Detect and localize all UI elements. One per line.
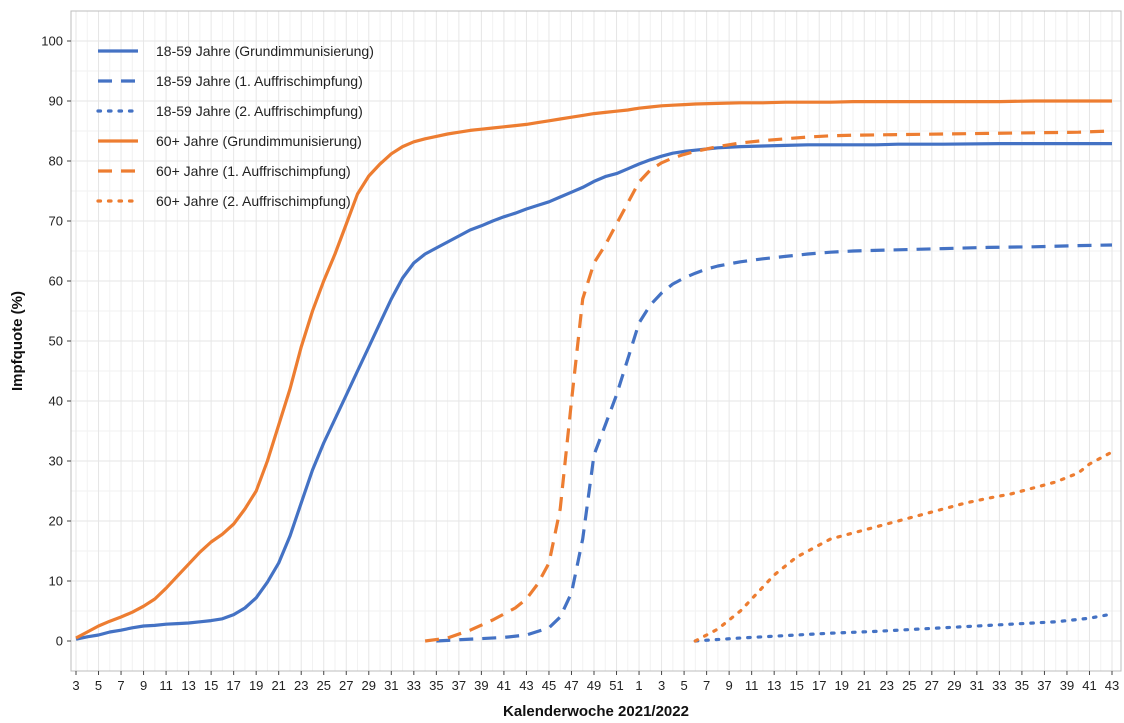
x-tick-label: 41 [1082, 678, 1096, 693]
x-tick-label: 19 [835, 678, 849, 693]
x-tick-label: 19 [249, 678, 263, 693]
x-tick-label: 33 [407, 678, 421, 693]
y-tick-label: 60 [49, 274, 63, 289]
x-tick-label: 29 [362, 678, 376, 693]
x-tick-label: 17 [226, 678, 240, 693]
x-tick-label: 35 [429, 678, 443, 693]
y-tick-label: 100 [41, 34, 63, 49]
x-tick-label: 7 [117, 678, 124, 693]
x-tick-label: 49 [587, 678, 601, 693]
x-tick-label: 39 [474, 678, 488, 693]
y-tick-label: 80 [49, 154, 63, 169]
legend-label: 60+ Jahre (1. Auffrischimpfung) [156, 163, 351, 179]
x-tick-label: 23 [880, 678, 894, 693]
x-tick-label: 37 [452, 678, 466, 693]
x-tick-label: 15 [204, 678, 218, 693]
x-tick-label: 35 [1015, 678, 1029, 693]
x-tick-label: 29 [947, 678, 961, 693]
x-tick-label: 11 [159, 678, 173, 693]
x-tick-label: 45 [542, 678, 556, 693]
x-tick-label: 3 [658, 678, 665, 693]
x-tick-label: 33 [992, 678, 1006, 693]
x-tick-label: 17 [812, 678, 826, 693]
x-tick-label: 21 [857, 678, 871, 693]
x-tick-label: 5 [680, 678, 687, 693]
x-tick-label: 9 [726, 678, 733, 693]
series-line-2 [436, 243, 1113, 643]
legend-label: 18-59 Jahre (Grundimmunisierung) [156, 43, 374, 59]
x-tick-label: 27 [925, 678, 939, 693]
x-tick-label: 15 [789, 678, 803, 693]
legend-label: 60+ Jahre (Grundimmunisierung) [156, 133, 362, 149]
y-tick-label: 90 [49, 94, 63, 109]
y-tick-label: 70 [49, 214, 63, 229]
x-axis: 3 5 7 9 11 13 15 17 19 21 23 25 27 29 31 33 35 37 39 41 43 45… [72, 671, 1119, 693]
y-tick-label: 0 [56, 634, 63, 649]
x-tick-label: 21 [271, 678, 285, 693]
x-tick-label: 43 [1105, 678, 1119, 693]
series-layer [75, 99, 1114, 643]
x-tick-label: 23 [294, 678, 308, 693]
legend-label: 60+ Jahre (2. Auffrischimpfung) [156, 193, 351, 209]
y-axis: 0 10 20 30 40 50 60 70 80 90 100 [41, 34, 71, 649]
x-tick-label: 43 [519, 678, 533, 693]
x-tick-label: 7 [703, 678, 710, 693]
x-tick-label: 51 [609, 678, 623, 693]
y-axis-title: Impfquote (%) [9, 291, 26, 391]
series-line-4 [75, 99, 1112, 640]
x-tick-label: 3 [72, 678, 79, 693]
x-tick-label: 25 [317, 678, 331, 693]
x-axis-title: Kalenderwoche 2021/2022 [503, 703, 689, 720]
series-line-1 [75, 142, 1112, 641]
x-tick-label: 9 [140, 678, 147, 693]
x-tick-label: 31 [384, 678, 398, 693]
x-tick-label: 13 [767, 678, 781, 693]
legend: 18-59 Jahre (Grundimmunisierung) 18-59 Ja… [96, 43, 374, 209]
x-tick-label: 25 [902, 678, 916, 693]
x-tick-label: 41 [497, 678, 511, 693]
x-tick-label: 37 [1037, 678, 1051, 693]
legend-label: 18-59 Jahre (2. Auffrischimpfung) [156, 103, 363, 119]
y-tick-label: 40 [49, 394, 63, 409]
x-tick-label: 5 [95, 678, 102, 693]
series-line-3 [693, 612, 1114, 643]
x-tick-label: 1 [635, 678, 642, 693]
y-tick-label: 10 [49, 574, 63, 589]
y-tick-label: 50 [49, 334, 63, 349]
y-tick-label: 20 [49, 514, 63, 529]
x-tick-label: 27 [339, 678, 353, 693]
series-line-6 [693, 450, 1114, 643]
x-tick-label: 13 [181, 678, 195, 693]
x-tick-label: 47 [564, 678, 578, 693]
x-tick-label: 11 [745, 678, 759, 693]
series-line-5 [424, 129, 1113, 643]
legend-label: 18-59 Jahre (1. Auffrischimpfung) [156, 73, 363, 89]
x-tick-label: 31 [970, 678, 984, 693]
y-tick-label: 30 [49, 454, 63, 469]
x-tick-label: 39 [1060, 678, 1074, 693]
